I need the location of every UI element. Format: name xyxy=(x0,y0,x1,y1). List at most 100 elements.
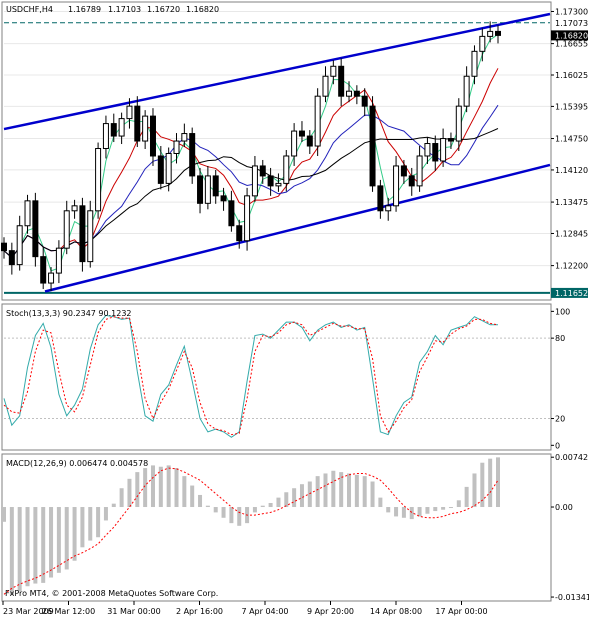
macd-histogram-bar xyxy=(401,507,406,518)
candle-body-bear xyxy=(110,123,117,137)
macd-histogram-bar xyxy=(166,465,171,508)
candlestick xyxy=(95,142,102,219)
macd-histogram-bar xyxy=(362,476,367,508)
main-y-tick-label: 1.12200 xyxy=(555,262,588,271)
macd-histogram-bar xyxy=(292,488,297,508)
candle-body-bull xyxy=(471,50,478,77)
candle-body-bull xyxy=(440,138,447,162)
x-tick-label: 31 Mar 00:00 xyxy=(107,607,160,616)
candlestick xyxy=(463,66,470,113)
price-tag-label: 1.11652 xyxy=(555,289,588,298)
candle-body-bear xyxy=(8,250,15,266)
candlestick xyxy=(377,179,384,219)
macd-y-axis: 0.00742 0.00 -0.01341 xyxy=(551,453,589,602)
price-tag-label: 1.17073 xyxy=(555,19,588,28)
macd-histogram-bar xyxy=(417,507,422,517)
ohlc-low: 1.16720 xyxy=(147,5,180,14)
candlestick xyxy=(369,96,376,192)
candlestick xyxy=(298,121,305,143)
candle-body-bull xyxy=(95,148,102,212)
x-tick-label: 17 Apr 00:00 xyxy=(435,607,487,616)
x-tick-label: 14 Apr 08:00 xyxy=(370,607,422,616)
candlestick xyxy=(471,45,478,85)
candle-body-bull xyxy=(455,105,462,142)
candle-body-bear xyxy=(267,175,274,187)
macd-histogram-bar xyxy=(103,507,108,521)
main-y-tick-label: 1.17300 xyxy=(555,7,588,16)
candlestick xyxy=(157,146,164,190)
candlestick xyxy=(220,187,227,211)
candlestick xyxy=(361,88,368,117)
macd-histogram-bar xyxy=(339,472,344,508)
candlestick xyxy=(275,173,282,192)
candlestick xyxy=(48,267,55,292)
candle-body-bull xyxy=(330,65,337,77)
stoch-signal-line xyxy=(3,316,499,436)
macd-histogram-bar xyxy=(331,470,336,508)
macd-histogram-bar xyxy=(386,507,391,513)
candle-body-bear xyxy=(353,90,360,97)
candle-body-bull xyxy=(393,165,400,207)
candlestick xyxy=(447,132,454,150)
candlestick xyxy=(244,187,251,251)
candlestick xyxy=(189,127,196,184)
candlestick xyxy=(487,21,494,43)
candlestick xyxy=(314,88,321,156)
macd-histogram-bar xyxy=(182,476,187,508)
candlestick xyxy=(165,147,172,192)
candle-body-bull xyxy=(251,165,258,197)
stoch-y-tick-label: 80 xyxy=(555,334,565,343)
macd-histogram-bar xyxy=(127,478,132,508)
candle-body-bull xyxy=(102,123,109,150)
candlestick xyxy=(440,128,447,167)
candle-body-bull xyxy=(283,155,290,184)
candle-body-bear xyxy=(149,115,156,157)
stoch-y-tick-label: 20 xyxy=(555,415,565,424)
footer-copyright: FxPro MT4, © 2001-2008 MetaQuotes Softwa… xyxy=(5,589,218,598)
candlestick xyxy=(134,96,141,148)
candle-body-bull xyxy=(55,247,62,274)
candle-body-bear xyxy=(432,143,439,162)
candlestick xyxy=(330,60,337,85)
macd-histogram-bar xyxy=(221,507,226,518)
candle-body-bull xyxy=(204,175,211,204)
main-y-tick-label: 1.16655 xyxy=(555,40,588,49)
candlestick xyxy=(87,200,94,268)
main-title: USDCHF,H4 xyxy=(6,5,53,14)
main-grid xyxy=(4,10,550,267)
macd-signal-line xyxy=(3,467,499,595)
macd-histogram-bar xyxy=(323,473,328,508)
candlestick xyxy=(251,155,258,202)
candle-body-bull xyxy=(173,140,180,154)
x-tick-label: 9 Apr 20:00 xyxy=(307,607,354,616)
macd-histogram-bar xyxy=(488,458,493,508)
stoch-y-tick-label: 0 xyxy=(555,441,560,450)
candlestick xyxy=(1,237,7,259)
stoch-y-tick-label: 100 xyxy=(555,307,570,316)
candlestick xyxy=(142,110,149,150)
candle-body-bear xyxy=(228,200,235,227)
macd-histogram-bar xyxy=(119,488,124,508)
macd-histogram-bar xyxy=(284,492,289,508)
candlestick xyxy=(408,167,415,196)
candle-body-bear xyxy=(369,105,376,187)
candle-body-bull xyxy=(487,30,494,37)
candle-body-bull xyxy=(181,133,188,142)
macd-histogram-bar xyxy=(135,472,140,508)
candle-body-bull xyxy=(16,225,23,266)
price-tag-bg xyxy=(551,287,588,298)
candle-body-bear xyxy=(1,242,7,252)
candlestick xyxy=(338,58,345,107)
price-tag-bg xyxy=(551,30,588,41)
ma-black-line xyxy=(3,128,499,259)
main-plot-area xyxy=(1,12,551,294)
candlestick xyxy=(322,66,329,103)
macd-y-tick-label: -0.01341 xyxy=(555,593,589,602)
macd-histogram-bar xyxy=(433,507,438,512)
candle-body-bull xyxy=(165,152,172,184)
candle-body-bear xyxy=(197,175,204,204)
candle-body-bull xyxy=(416,155,423,187)
macd-histogram-bar xyxy=(496,457,500,508)
candle-body-bull xyxy=(479,35,486,52)
